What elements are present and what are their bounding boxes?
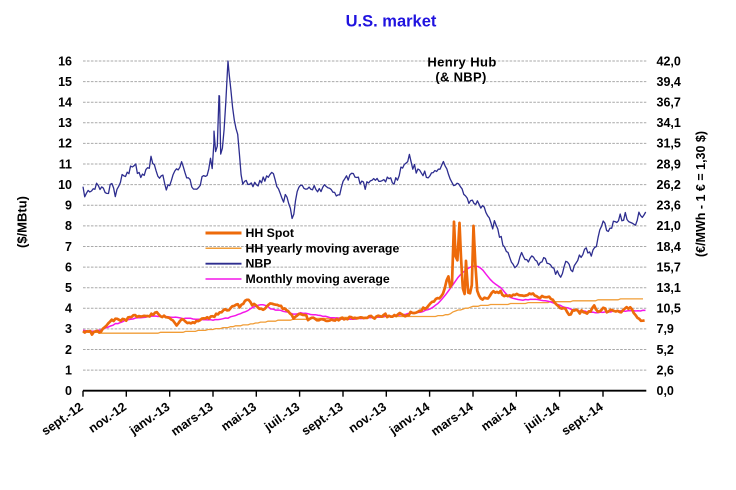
svg-text:3: 3 (65, 322, 72, 336)
svg-text:8: 8 (65, 219, 72, 233)
svg-text:15: 15 (58, 75, 72, 89)
svg-text:5: 5 (65, 281, 72, 295)
svg-text:9: 9 (65, 199, 72, 213)
svg-text:4: 4 (65, 302, 72, 316)
svg-text:7: 7 (65, 240, 72, 254)
svg-text:HH Spot: HH Spot (246, 226, 295, 240)
svg-text:U.S. market: U.S. market (346, 13, 437, 31)
svg-text:0,0: 0,0 (657, 384, 674, 398)
svg-text:26,2: 26,2 (657, 178, 681, 192)
svg-text:31,5: 31,5 (657, 137, 681, 151)
svg-text:12: 12 (58, 137, 72, 151)
svg-text:6: 6 (65, 260, 72, 274)
svg-text:28,9: 28,9 (657, 157, 681, 171)
svg-text:39,4: 39,4 (657, 75, 681, 89)
svg-text:10,5: 10,5 (657, 302, 681, 316)
svg-text:(& NBP): (& NBP) (435, 70, 486, 85)
svg-text:HH yearly moving average: HH yearly moving average (246, 241, 400, 255)
svg-text:10: 10 (58, 178, 72, 192)
svg-text:34,1: 34,1 (657, 116, 681, 130)
svg-text:14: 14 (58, 96, 72, 110)
svg-text:($/MBtu): ($/MBtu) (15, 196, 30, 248)
svg-text:Henry Hub: Henry Hub (427, 55, 496, 70)
svg-text:Monthly moving average: Monthly moving average (246, 272, 390, 286)
svg-text:11: 11 (59, 157, 72, 171)
svg-text:5,2: 5,2 (657, 343, 674, 357)
svg-text:(€/MWh - 1 € = 1,30 $): (€/MWh - 1 € = 1,30 $) (694, 131, 708, 257)
svg-text:15,7: 15,7 (657, 260, 681, 274)
svg-text:42,0: 42,0 (657, 54, 681, 68)
svg-text:2: 2 (65, 343, 72, 357)
svg-text:23,6: 23,6 (657, 199, 681, 213)
svg-text:1: 1 (65, 363, 72, 377)
svg-text:13: 13 (58, 116, 72, 130)
svg-text:13,1: 13,1 (657, 281, 681, 295)
svg-text:7,9: 7,9 (657, 322, 674, 336)
svg-text:2,6: 2,6 (657, 363, 674, 377)
svg-text:NBP: NBP (246, 257, 272, 271)
svg-text:18,4: 18,4 (657, 240, 681, 254)
svg-text:21,0: 21,0 (657, 219, 681, 233)
svg-text:16: 16 (58, 54, 72, 68)
svg-text:0: 0 (65, 384, 72, 398)
svg-text:36,7: 36,7 (657, 96, 681, 110)
